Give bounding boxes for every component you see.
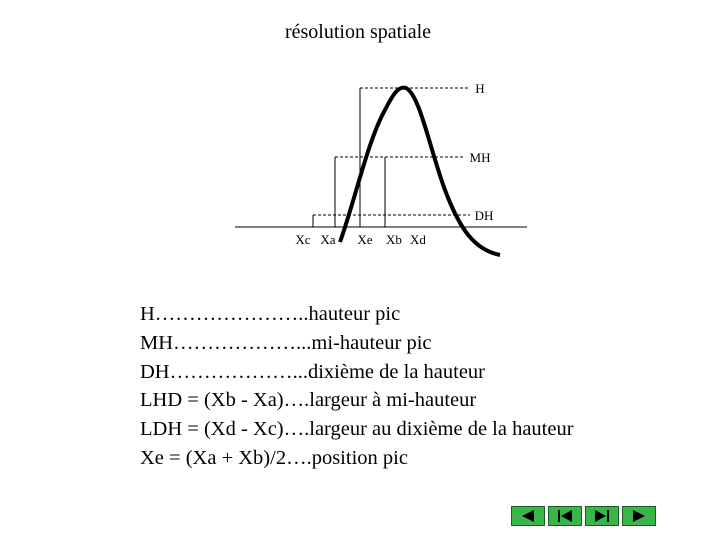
level-label: DH — [475, 208, 494, 223]
position-label: Xa — [320, 232, 335, 247]
definition: Xe = (Xa + Xb)/2….position pic — [140, 446, 408, 469]
first-button[interactable] — [548, 506, 582, 526]
definition: DH………………...dixième de la hauteur — [140, 360, 486, 383]
position-label: Xb — [386, 232, 402, 247]
position-label: Xc — [295, 232, 310, 247]
title: résolution spatiale — [285, 21, 431, 43]
level-label: H — [475, 81, 484, 96]
level-label: MH — [470, 150, 491, 165]
guides — [312, 87, 470, 227]
icon — [522, 510, 534, 522]
definition: H…………………..hauteur pic — [140, 303, 401, 325]
definitions: H…………………..hauteur pic MH………………...mi-haut… — [140, 300, 574, 473]
definition: LHD = (Xb - Xa)….largeur à mi-hauteur — [140, 389, 477, 412]
peak-curve — [338, 85, 501, 257]
icon — [595, 510, 609, 522]
icon — [558, 510, 572, 522]
position-label: Xd — [410, 232, 426, 247]
last-button[interactable] — [585, 506, 619, 526]
next-button[interactable] — [622, 506, 656, 526]
definition: MH………………...mi-hauteur pic — [140, 331, 432, 354]
definition: LDH = (Xd - Xc)….largeur au dixième de l… — [140, 418, 574, 441]
icon — [633, 510, 645, 522]
nav-buttons — [511, 506, 659, 526]
position-label: Xe — [357, 232, 372, 247]
previous-button[interactable] — [511, 506, 545, 526]
